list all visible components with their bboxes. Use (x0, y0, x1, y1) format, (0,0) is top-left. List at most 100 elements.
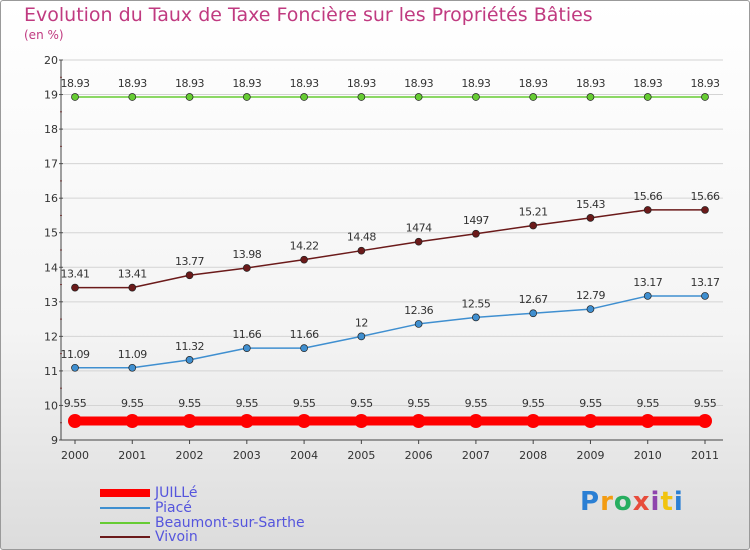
chart-subtitle: (en %) (24, 28, 64, 42)
data-label: 9.55 (350, 397, 373, 410)
data-point (472, 93, 480, 101)
chart-title: Evolution du Taux de Taxe Foncière sur l… (24, 4, 593, 26)
data-point (643, 93, 652, 101)
legend-swatch (100, 507, 150, 509)
x-tick-label: 2005 (347, 449, 375, 462)
y-tick-label: 15 (44, 227, 58, 240)
legend-item: Beaumont-sur-Sarthe (100, 516, 305, 530)
x-tick-label: 2003 (233, 449, 261, 462)
legend-item: Vivoin (100, 530, 198, 544)
data-point (185, 356, 194, 364)
data-point (68, 414, 82, 428)
data-label: 9.55 (579, 397, 602, 410)
legend-swatch (100, 489, 150, 497)
data-point (71, 283, 79, 292)
data-point (128, 93, 137, 101)
data-label: 13.17 (691, 276, 720, 289)
data-label: 9.55 (64, 397, 87, 410)
data-point (128, 363, 137, 372)
data-point (643, 292, 652, 300)
logo-letter: r (600, 487, 614, 517)
data-label: 11.09 (61, 348, 90, 361)
data-label: 1497 (463, 214, 489, 227)
data-label: 13.98 (232, 248, 261, 261)
y-tick-label: 13 (44, 296, 58, 309)
data-point (185, 271, 194, 280)
data-label: 14.48 (347, 231, 376, 244)
y-tick-label: 20 (44, 54, 58, 67)
legend-item: JUILLé (100, 486, 197, 500)
x-tick-label: 2001 (118, 449, 146, 462)
data-label: 18.93 (633, 77, 662, 90)
data-point (297, 414, 312, 428)
data-label: 9.55 (636, 397, 659, 410)
y-tick-label: 14 (44, 261, 58, 274)
data-label: 9.55 (465, 397, 488, 410)
data-point (71, 363, 79, 372)
data-point (472, 313, 480, 322)
x-tick-label: 2010 (634, 449, 662, 462)
legend-swatch (100, 536, 150, 538)
data-point (583, 414, 598, 428)
data-point (640, 414, 655, 428)
data-point (300, 344, 308, 352)
y-tick-label: 12 (44, 330, 58, 343)
y-tick-label: 9 (51, 434, 58, 447)
series-line (75, 295, 705, 369)
data-label: 12.55 (461, 297, 490, 310)
data-label: 13.77 (175, 255, 204, 268)
data-point (586, 93, 595, 101)
data-point (643, 206, 652, 214)
data-label: 18.93 (232, 77, 261, 90)
logo-letter: i (650, 487, 661, 517)
data-point (354, 414, 369, 428)
legend-label: Vivoin (155, 529, 198, 545)
data-label: 11.09 (118, 348, 147, 361)
legend-label: Beaumont-sur-Sarthe (155, 515, 305, 531)
data-label: 13.17 (633, 276, 662, 289)
x-tick-label: 2000 (61, 449, 89, 462)
data-point (242, 93, 251, 101)
data-point (357, 332, 366, 341)
data-point (698, 414, 712, 428)
data-point (239, 414, 254, 428)
logo-letter: o (613, 487, 633, 517)
data-label: 15.43 (576, 198, 605, 211)
legend-label: Piacé (155, 500, 192, 516)
data-label: 9.55 (178, 397, 201, 410)
data-label: 18.93 (118, 77, 147, 90)
data-point (357, 93, 366, 101)
data-point (125, 414, 140, 428)
data-point (468, 414, 483, 428)
logo-letter: i (673, 487, 684, 517)
data-point (586, 305, 595, 313)
y-tick-label: 10 (44, 399, 58, 412)
legend-swatch (100, 522, 150, 524)
data-point (701, 206, 709, 214)
data-label: 18.93 (576, 77, 605, 90)
data-label: 9.55 (236, 397, 259, 410)
data-point (71, 93, 79, 101)
data-label: 9.55 (121, 397, 144, 410)
data-label: 18.93 (404, 77, 433, 90)
logo-letter: P (580, 487, 601, 517)
data-point (357, 246, 366, 255)
x-tick-label: 2009 (576, 449, 604, 462)
data-label: 12.36 (404, 304, 433, 317)
data-point (128, 283, 137, 292)
x-tick-label: 2007 (462, 449, 490, 462)
data-label: 18.93 (691, 77, 720, 90)
series-line (75, 209, 705, 289)
data-label: 13.41 (61, 268, 90, 281)
data-point (185, 93, 194, 101)
data-point (300, 255, 308, 264)
proxiti-logo: Proxiti (580, 487, 684, 517)
data-point (300, 93, 308, 101)
x-tick-label: 2002 (176, 449, 204, 462)
data-point (526, 414, 541, 428)
x-tick-label: 2004 (290, 449, 318, 462)
data-point (586, 214, 595, 222)
data-label: 11.66 (290, 328, 319, 341)
